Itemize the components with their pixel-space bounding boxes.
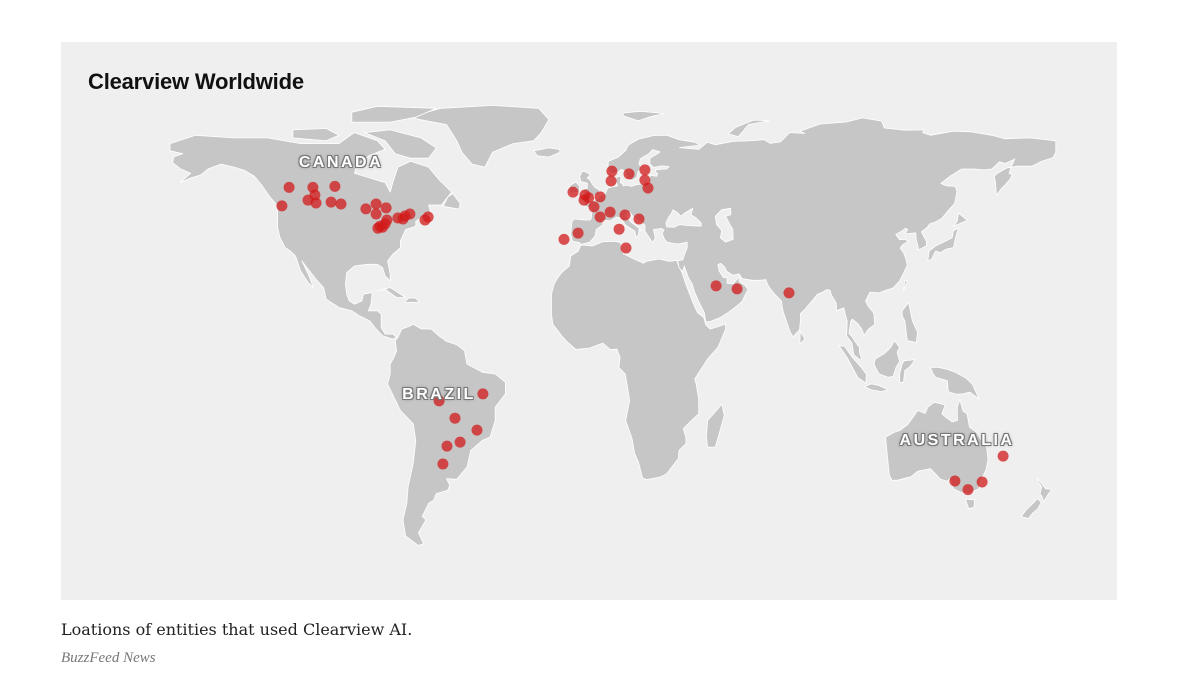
location-marker xyxy=(437,458,449,470)
land-layer xyxy=(169,105,1057,546)
inland-water-layer xyxy=(665,207,734,243)
location-marker xyxy=(558,233,570,245)
location-marker xyxy=(572,227,584,239)
location-marker xyxy=(620,242,632,254)
location-marker xyxy=(605,175,617,187)
landmass-baffin xyxy=(364,129,437,159)
location-marker xyxy=(471,424,483,436)
location-marker xyxy=(997,450,1009,462)
location-marker xyxy=(310,197,322,209)
map-title: Clearview Worldwide xyxy=(88,69,304,94)
landmass-north-america xyxy=(169,132,453,340)
landmass-madagascar xyxy=(706,403,725,448)
location-marker xyxy=(623,168,635,180)
location-marker xyxy=(962,484,974,496)
location-marker xyxy=(642,182,654,194)
location-marker xyxy=(731,283,743,295)
landmass-newfoundland xyxy=(442,193,461,210)
figure-caption: Loations of entities that used Clearview… xyxy=(61,620,413,639)
location-marker xyxy=(370,198,382,210)
location-marker xyxy=(606,165,618,177)
location-marker xyxy=(360,203,372,215)
location-marker xyxy=(433,395,445,407)
landmass-philippines xyxy=(901,302,918,343)
location-marker xyxy=(454,436,466,448)
landmass-sulawesi xyxy=(899,359,916,383)
location-marker xyxy=(380,202,392,214)
location-marker xyxy=(441,440,453,452)
landmass-taiwan xyxy=(903,280,908,292)
landmass-tasmania xyxy=(965,498,975,510)
location-marker xyxy=(276,200,288,212)
black-sea xyxy=(665,207,702,228)
landmass-eurasia xyxy=(570,117,1057,361)
landmass-japan xyxy=(927,227,959,262)
location-marker xyxy=(477,388,489,400)
location-marker xyxy=(325,196,337,208)
landmass-cuba xyxy=(376,287,407,298)
location-marker xyxy=(449,412,461,424)
location-marker xyxy=(567,186,579,198)
caspian-sea xyxy=(714,207,734,243)
figure-source: BuzzFeed News xyxy=(61,650,156,666)
label-brazil: BRAZIL xyxy=(402,386,476,403)
location-marker xyxy=(633,213,645,225)
location-marker xyxy=(419,214,431,226)
landmass-australia xyxy=(885,399,989,495)
location-marker xyxy=(329,180,341,192)
landmass-novaya-zemlya xyxy=(727,119,770,138)
label-australia: AUSTRALIA xyxy=(899,432,1015,449)
landmass-iceland xyxy=(533,147,561,158)
landmass-hokkaido xyxy=(953,212,968,227)
landmass-nz-south xyxy=(1020,498,1042,519)
location-marker xyxy=(639,164,651,176)
landmass-sri-lanka xyxy=(799,330,806,345)
landmass-svalbard xyxy=(622,110,665,122)
location-marker xyxy=(583,192,595,204)
landmass-victoria xyxy=(292,128,340,142)
location-markers xyxy=(276,164,1009,496)
location-marker xyxy=(397,213,409,225)
location-marker xyxy=(710,280,722,292)
location-marker xyxy=(594,191,606,203)
location-marker xyxy=(335,198,347,210)
landmass-sumatra xyxy=(838,345,867,384)
label-canada: CANADA xyxy=(298,154,384,171)
landmass-south-america xyxy=(387,323,506,546)
location-marker xyxy=(594,211,606,223)
location-marker xyxy=(283,181,295,193)
landmass-ellesmere xyxy=(351,105,437,123)
landmass-borneo xyxy=(873,340,900,378)
landmass-africa xyxy=(551,240,726,481)
location-marker xyxy=(976,476,988,488)
landmass-new-guinea xyxy=(930,366,980,400)
location-marker xyxy=(949,475,961,487)
location-marker xyxy=(377,221,388,233)
landmass-hispaniola xyxy=(403,297,421,303)
landmass-greenland xyxy=(407,105,550,168)
landmass-java xyxy=(863,383,889,393)
location-marker xyxy=(783,287,795,299)
location-marker xyxy=(588,201,600,213)
location-marker xyxy=(604,206,616,218)
location-marker xyxy=(370,208,382,220)
landmass-nz-north xyxy=(1036,478,1053,503)
location-marker xyxy=(613,223,625,235)
location-marker xyxy=(619,209,631,221)
